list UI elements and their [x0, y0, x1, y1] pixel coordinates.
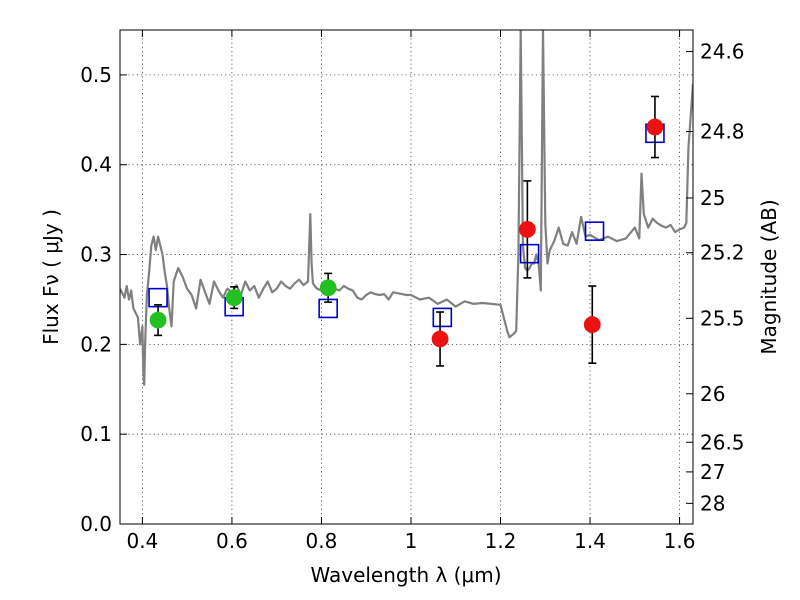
x-tick-label: 0.4: [126, 529, 158, 553]
y-tick-label: 0.4: [80, 153, 112, 177]
model-square-point: [584, 221, 605, 241]
axes-ticks: 0.4 0.6 0.8 1 1.2 1.4 1.6 0.0 0.1 0.2 0.3 0.4 0.5 24.…: [80, 30, 745, 553]
y-tick-label: 0.1: [80, 422, 112, 446]
x-axis-title: Wavelength λ (μm): [310, 563, 501, 587]
nir-point: [583, 316, 601, 334]
mag-tick-label: 26: [700, 382, 725, 406]
model-square-point: [148, 287, 168, 308]
mag-tick-label: 25.5: [700, 306, 745, 330]
x-tick-label: 0.6: [216, 529, 248, 553]
y-tick-label: 0.2: [80, 332, 112, 356]
grid: [120, 30, 693, 525]
mag-tick-label: 24.6: [700, 40, 745, 64]
optical-point: [319, 279, 337, 297]
x-tick-label: 1.6: [664, 529, 696, 553]
optical-point: [225, 289, 243, 307]
mag-tick-label: 25: [700, 186, 725, 210]
y-tick-label: 0.0: [80, 512, 112, 536]
mag-tick-label: 28: [700, 491, 725, 515]
model-square-point: [519, 243, 540, 264]
mag-tick-label: 27: [700, 460, 725, 484]
optical-point: [149, 311, 167, 329]
y-tick-label: 0.3: [80, 243, 112, 267]
nir-point: [431, 330, 449, 348]
plot-area: [120, 30, 693, 386]
mag-tick-label: 25.2: [700, 241, 745, 265]
model-square-point: [432, 307, 453, 328]
x-tick-label: 1.2: [485, 529, 517, 553]
y-tick-label: 0.5: [80, 63, 112, 87]
mag-tick-label: 24.8: [700, 119, 745, 143]
x-tick-label: 0.8: [306, 529, 338, 553]
y-axis-right-title: Magnitude (AB): [757, 199, 781, 354]
spectrum-line: [120, 30, 693, 386]
x-tick-label: 1.4: [574, 529, 606, 553]
y-axis-title: Flux Fν ( μJy ): [39, 209, 63, 345]
mag-tick-label: 26.5: [700, 430, 745, 454]
nir-point: [646, 118, 664, 136]
x-tick-label: 1: [405, 529, 418, 553]
nir-point: [518, 220, 536, 238]
plot-frame: [119, 29, 694, 525]
